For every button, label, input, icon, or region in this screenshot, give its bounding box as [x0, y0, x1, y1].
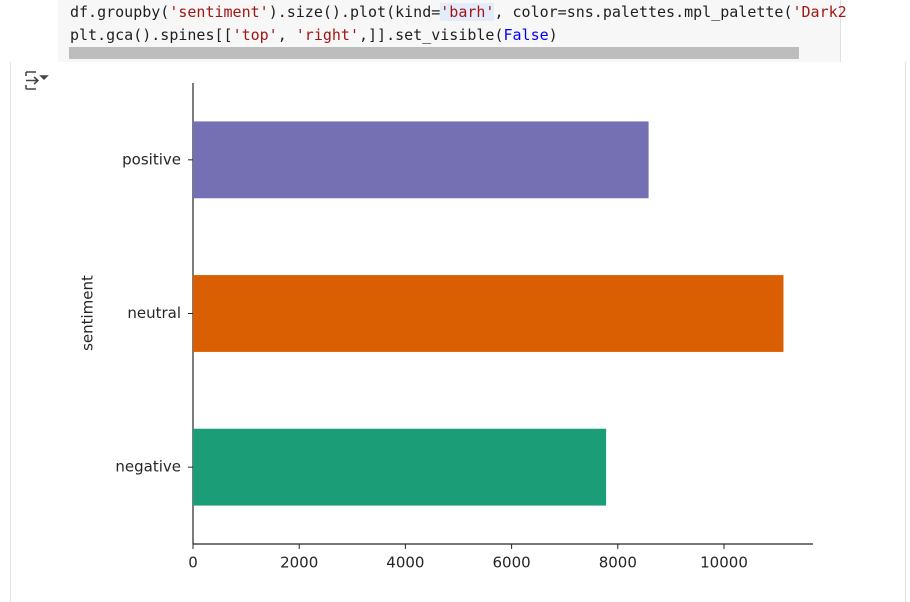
- code-token: 'Dark2: [792, 3, 847, 21]
- code-token: plt.gca().spines[[: [70, 26, 233, 44]
- y-tick-label: negative: [115, 458, 181, 476]
- code-token: df.groupby(: [70, 3, 170, 21]
- output-toggle-icon[interactable]: [25, 71, 49, 90]
- bar: [193, 275, 784, 352]
- x-tick-label: 8000: [599, 554, 637, 572]
- y-axis-label: sentiment: [79, 275, 97, 351]
- x-tick-label: 6000: [493, 554, 531, 572]
- code-cell[interactable]: df.groupby('sentiment').size().plot(kind…: [0, 0, 910, 62]
- scrollbar[interactable]: [69, 47, 799, 59]
- bar: [193, 428, 607, 506]
- x-tick-label: 0: [188, 554, 198, 572]
- code-token: , color=sns.palettes.mpl_palette(: [494, 3, 793, 21]
- code-token: 'top': [232, 26, 278, 44]
- y-tick-label: neutral: [127, 304, 181, 322]
- code-token: kind=: [395, 3, 441, 21]
- code-token: ,]].set_visible(: [359, 26, 504, 44]
- x-tick-label: 2000: [280, 554, 318, 572]
- output-area: [10, 62, 906, 602]
- x-tick-label: 4000: [386, 554, 424, 572]
- code-token: 'barh': [440, 3, 495, 21]
- code-token: ).size().plot(: [268, 3, 396, 21]
- bar: [193, 121, 649, 199]
- code-token: 'sentiment': [169, 3, 269, 21]
- y-tick-label: positive: [122, 150, 181, 168]
- code-token: ): [548, 26, 558, 44]
- code-token: ,: [277, 26, 296, 44]
- code-line: df.groupby('sentiment').size().plot(kind…: [70, 3, 847, 21]
- code-token: False: [503, 26, 549, 44]
- code-token: 'right': [295, 26, 359, 44]
- code-line: plt.gca().spines[['top', 'right',]].set_…: [70, 26, 558, 44]
- x-tick-label: 10000: [700, 554, 748, 572]
